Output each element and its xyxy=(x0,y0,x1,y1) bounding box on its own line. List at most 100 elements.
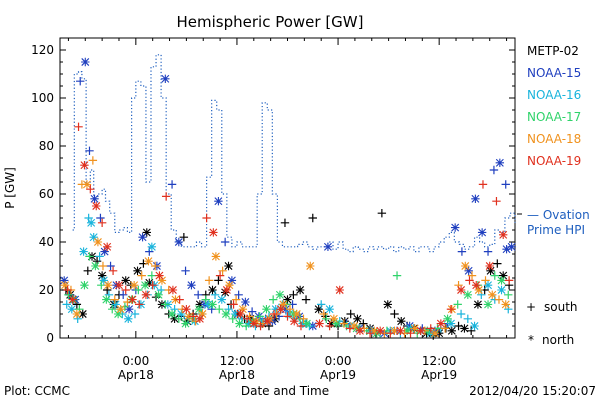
north-point xyxy=(295,285,305,295)
legend-south-symbol: + xyxy=(526,300,536,314)
north-point xyxy=(495,158,505,167)
north-point xyxy=(79,247,88,256)
north-point xyxy=(306,261,315,271)
south-point xyxy=(308,213,317,223)
south-point xyxy=(147,271,157,280)
north-point xyxy=(406,324,415,333)
north-point xyxy=(231,309,240,319)
south-point xyxy=(446,305,456,314)
plot-frame xyxy=(59,37,516,339)
north-point xyxy=(147,242,157,251)
south-point xyxy=(319,309,328,319)
x-tick-label-date: Apr19 xyxy=(320,368,356,382)
north-point xyxy=(302,319,312,328)
north-point xyxy=(474,285,483,295)
north-point xyxy=(327,319,336,328)
north-point xyxy=(290,317,299,326)
south-point xyxy=(234,290,243,299)
north-point xyxy=(182,305,191,314)
north-point xyxy=(434,329,444,338)
north-point xyxy=(446,319,456,328)
south-point xyxy=(289,290,298,299)
north-point xyxy=(142,228,151,237)
south-point xyxy=(175,295,184,304)
south-point xyxy=(426,324,435,333)
north-point xyxy=(138,233,147,242)
south-point xyxy=(74,122,83,131)
x-tick-label-time: 12:00 xyxy=(220,354,255,368)
north-point xyxy=(82,180,92,189)
south-point xyxy=(210,290,220,299)
x-tick-label-time: 12:00 xyxy=(422,354,457,368)
north-point xyxy=(78,309,87,319)
north-point xyxy=(170,314,179,323)
y-axis: 0 20 40 60 80 100 120 xyxy=(31,43,515,345)
x-tick-label-date: Apr19 xyxy=(421,368,457,382)
north-point xyxy=(100,247,109,256)
south-point xyxy=(322,314,331,323)
north-point xyxy=(281,305,291,314)
south-point xyxy=(463,314,473,323)
x-tick-label-time: 0:00 xyxy=(122,354,149,368)
north-point xyxy=(68,295,77,304)
north-point xyxy=(129,281,139,290)
north-point xyxy=(332,319,341,328)
north-point xyxy=(335,285,344,295)
south-point xyxy=(83,266,93,275)
south-point xyxy=(456,309,466,319)
south-point xyxy=(467,271,477,280)
south-point xyxy=(181,266,190,275)
south-point xyxy=(86,185,95,194)
north-point xyxy=(155,271,164,280)
north-point xyxy=(80,281,89,290)
south-point xyxy=(283,312,292,321)
south-point xyxy=(299,314,308,323)
south-point xyxy=(88,156,98,165)
south-point xyxy=(97,218,107,227)
north-point xyxy=(225,281,234,290)
south-point xyxy=(268,295,278,304)
north-point xyxy=(181,319,190,328)
south-point xyxy=(73,314,82,323)
north-point xyxy=(102,295,111,304)
x-tick-label-date: Apr18 xyxy=(118,368,154,382)
ovation-prime-hpi-path xyxy=(72,54,516,253)
north-point xyxy=(224,261,233,271)
legend-noaa-19: NOAA-19 xyxy=(527,154,581,168)
south-point xyxy=(191,317,200,326)
north-point xyxy=(298,319,307,328)
north-point xyxy=(238,305,248,314)
north-point xyxy=(114,281,124,290)
north-point xyxy=(124,314,133,323)
north-point xyxy=(477,228,487,237)
north-point xyxy=(402,326,412,335)
south-point xyxy=(494,295,504,304)
north-point xyxy=(168,285,178,295)
north-point xyxy=(157,276,167,285)
north-point xyxy=(283,295,292,304)
north-point xyxy=(174,237,184,247)
north-point xyxy=(167,309,177,319)
north-point xyxy=(195,300,205,309)
south-point xyxy=(64,290,73,299)
south-point xyxy=(215,271,225,280)
north-point xyxy=(60,281,70,290)
south-point xyxy=(490,271,499,280)
north-point xyxy=(217,295,226,304)
plot-area xyxy=(59,37,516,339)
south-point xyxy=(228,314,237,323)
south-point xyxy=(493,259,502,268)
north-point xyxy=(90,194,99,203)
north-point xyxy=(241,297,250,307)
north-point xyxy=(405,321,414,331)
south-point xyxy=(188,312,198,321)
north-point xyxy=(430,329,440,338)
north-point xyxy=(249,319,258,328)
north-point xyxy=(81,57,90,67)
south-point xyxy=(386,329,395,338)
north-point xyxy=(370,326,379,335)
x-tick-label-date: Apr18 xyxy=(219,368,255,382)
south-point xyxy=(193,290,203,299)
south-point xyxy=(207,305,216,314)
